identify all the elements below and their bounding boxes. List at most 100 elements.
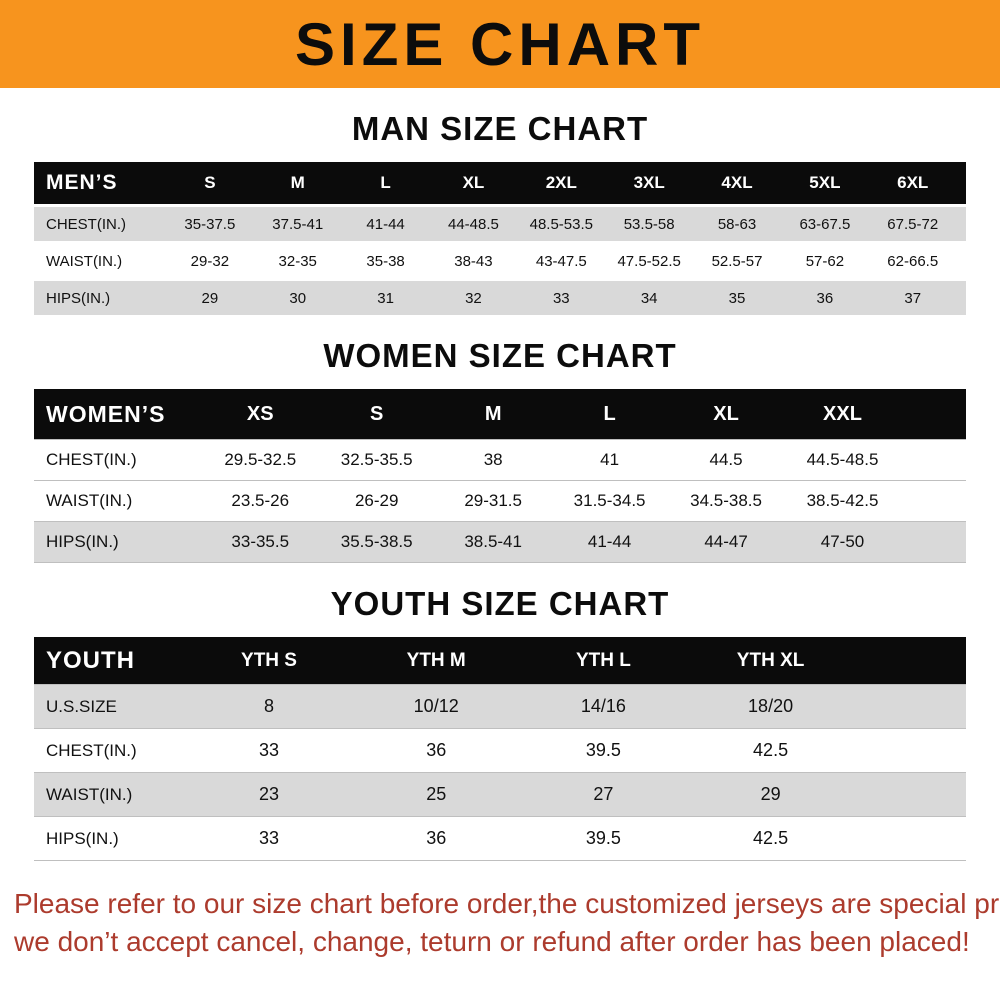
youth-column-header-yth-l: YTH L <box>575 649 631 671</box>
youth-column-header-yth-s: YTH S <box>241 649 297 671</box>
youth-column-header-yth-xl: YTH XL <box>736 649 805 671</box>
youth-hips-in-value-yth-l: 39.5 <box>585 828 621 848</box>
youth-hips-in-value-yth-s: 33 <box>259 828 280 848</box>
youth-row-u-s-size: U.S.SIZE 8 10/12 14/16 18/20 <box>34 684 966 728</box>
women-row-label-hips-in: HIPS(IN.) <box>46 532 119 551</box>
youth-u-s-size-value-yth-l: 14/16 <box>580 696 626 716</box>
men-column-header-3xl: 3XL <box>633 173 665 192</box>
men-hips-in-value-5xl: 36 <box>816 289 834 307</box>
men-chest-in-value-3xl: 53.5-58 <box>623 215 675 233</box>
men-row-waist-in: WAIST(IN.) 29-32 32-35 35-38 38-43 43-47.5 47.… <box>34 244 966 278</box>
men-column-header-2xl: 2XL <box>545 173 577 192</box>
men-chest-in-value-xl: 44-48.5 <box>448 215 499 233</box>
men-waist-in-value-5xl: 57-62 <box>805 252 845 270</box>
women-waist-in-value-xxl: 38.5-42.5 <box>806 491 879 510</box>
men-chest-in-value-5xl: 63-67.5 <box>799 215 851 233</box>
men-section-title: MAN SIZE CHART <box>351 110 649 147</box>
men-waist-in-value-4xl: 52.5-57 <box>711 252 763 270</box>
men-column-header-m: M <box>290 173 305 192</box>
youth-column-header-yth-m: YTH M <box>406 649 466 671</box>
men-hips-in-value-s: 29 <box>201 289 219 307</box>
women-waist-in-value-s: 26-29 <box>354 491 399 510</box>
men-hips-in-value-3xl: 34 <box>640 289 658 307</box>
youth-hips-in-value-yth-m: 36 <box>426 828 447 848</box>
youth-table-header-row: YOUTH YTH S YTH M YTH L YTH XL <box>34 637 966 684</box>
women-hips-in-value-xs: 33-35.5 <box>231 532 290 551</box>
women-column-header-xs: XS <box>246 402 274 425</box>
women-column-header-xl: XL <box>713 402 739 425</box>
men-hips-in-value-2xl: 33 <box>552 289 570 307</box>
women-header-label: WOMEN’S <box>46 400 166 427</box>
men-row-label-hips-in: HIPS(IN.) <box>46 289 111 307</box>
women-chest-in-value-xl: 44.5 <box>709 450 743 469</box>
men-waist-in-value-s: 29-32 <box>190 252 230 270</box>
men-chest-in-value-l: 41-44 <box>366 215 405 233</box>
men-hips-in-value-m: 30 <box>289 289 307 307</box>
women-chest-in-value-m: 38 <box>483 450 503 469</box>
men-row-label-waist-in: WAIST(IN.) <box>46 252 123 270</box>
women-waist-in-value-l: 31.5-34.5 <box>573 491 646 510</box>
youth-chest-in-value-yth-xl: 42.5 <box>753 740 789 760</box>
youth-row-label-u-s-size: U.S.SIZE <box>46 696 117 716</box>
men-waist-in-value-l: 35-38 <box>366 252 405 270</box>
women-row-chest-in: CHEST(IN.) 29.5-32.5 32.5-35.5 38 41 44.5 44.5… <box>34 439 966 480</box>
women-hips-in-value-m: 38.5-41 <box>464 532 522 551</box>
men-column-header-s: S <box>204 173 216 192</box>
page-title: SIZE CHART <box>295 10 705 78</box>
youth-hips-in-value-yth-xl: 42.5 <box>753 828 789 848</box>
banner: SIZE CHART <box>0 0 1000 88</box>
men-waist-in-value-3xl: 47.5-52.5 <box>617 252 681 270</box>
footer-notice-line2: we don’t accept cancel, change, teturn o… <box>14 926 970 957</box>
youth-size-table: YOUTH YTH S YTH M YTH L YTH XL U.S.SIZE 8 10/12… <box>34 637 966 861</box>
men-hips-in-value-6xl: 37 <box>904 289 922 307</box>
women-column-header-s: S <box>370 402 384 425</box>
men-waist-in-value-6xl: 62-66.5 <box>887 252 939 270</box>
women-size-table: WOMEN’S XS S M L XL XXL CHEST(IN.) 29.5-32.5 32.5… <box>34 389 966 563</box>
section-women: WOMEN SIZE CHART WOMEN’S XS S M L XL XXL CHEST(… <box>0 337 1000 563</box>
women-section-title: WOMEN SIZE CHART <box>323 337 677 374</box>
women-row-hips-in: HIPS(IN.) 33-35.5 35.5-38.5 38.5-41 41-44 44-… <box>34 521 966 563</box>
men-row-label-chest-in: CHEST(IN.) <box>46 215 126 233</box>
men-chest-in-value-2xl: 48.5-53.5 <box>529 215 593 233</box>
youth-chest-in-value-yth-s: 33 <box>259 740 280 760</box>
women-hips-in-value-xl: 44-47 <box>704 532 748 551</box>
youth-waist-in-value-yth-s: 23 <box>259 784 280 804</box>
women-waist-in-value-m: 29-31.5 <box>464 491 522 510</box>
men-hips-in-value-xl: 32 <box>465 289 482 307</box>
youth-chest-in-value-yth-l: 39.5 <box>585 740 621 760</box>
youth-header-label: YOUTH <box>46 646 135 674</box>
men-waist-in-value-xl: 38-43 <box>454 252 493 270</box>
men-column-header-5xl: 5XL <box>809 173 841 192</box>
men-row-hips-in: HIPS(IN.) 29 30 31 32 33 34 35 36 37 <box>34 281 966 315</box>
section-men: MAN SIZE CHART MEN’S S M L XL 2XL 3XL 4XL 5XL 6XL… <box>0 110 1000 315</box>
women-table-header-row: WOMEN’S XS S M L XL XXL <box>34 389 966 439</box>
youth-row-waist-in: WAIST(IN.) 23 25 27 29 <box>34 772 966 816</box>
youth-u-s-size-value-yth-s: 8 <box>264 696 275 716</box>
youth-chest-in-value-yth-m: 36 <box>426 740 447 760</box>
women-chest-in-value-s: 32.5-35.5 <box>340 450 413 469</box>
men-column-header-l: L <box>380 173 391 192</box>
men-column-header-6xl: 6XL <box>897 173 929 192</box>
footer-notice-line1: Please refer to our size chart before or… <box>14 888 1000 919</box>
men-hips-in-value-4xl: 35 <box>728 289 746 307</box>
men-row-chest-in: CHEST(IN.) 35-37.5 37.5-41 41-44 44-48.5 48.5… <box>34 207 966 241</box>
men-header-label: MEN’S <box>46 171 118 194</box>
men-chest-in-value-6xl: 67.5-72 <box>887 215 939 233</box>
men-waist-in-value-2xl: 43-47.5 <box>535 252 587 270</box>
youth-waist-in-value-yth-l: 27 <box>593 784 614 804</box>
youth-row-label-hips-in: HIPS(IN.) <box>46 828 119 848</box>
women-hips-in-value-l: 41-44 <box>587 532 632 551</box>
section-youth: YOUTH SIZE CHART YOUTH YTH S YTH M YTH L YTH… <box>0 585 1000 861</box>
women-row-label-waist-in: WAIST(IN.) <box>46 491 133 510</box>
men-chest-in-value-4xl: 58-63 <box>717 215 757 233</box>
youth-row-chest-in: CHEST(IN.) 33 36 39.5 42.5 <box>34 728 966 772</box>
women-column-header-l: L <box>603 402 616 425</box>
women-chest-in-value-l: 41 <box>600 450 620 469</box>
men-column-header-xl: XL <box>462 173 485 192</box>
women-column-header-xxl: XXL <box>823 402 862 425</box>
youth-u-s-size-value-yth-xl: 18/20 <box>748 696 794 716</box>
women-hips-in-value-xxl: 47-50 <box>820 532 865 551</box>
youth-section-title: YOUTH SIZE CHART <box>330 585 670 622</box>
women-row-label-chest-in: CHEST(IN.) <box>46 450 137 469</box>
footer-notice: Please refer to our size chart before or… <box>14 885 1000 961</box>
